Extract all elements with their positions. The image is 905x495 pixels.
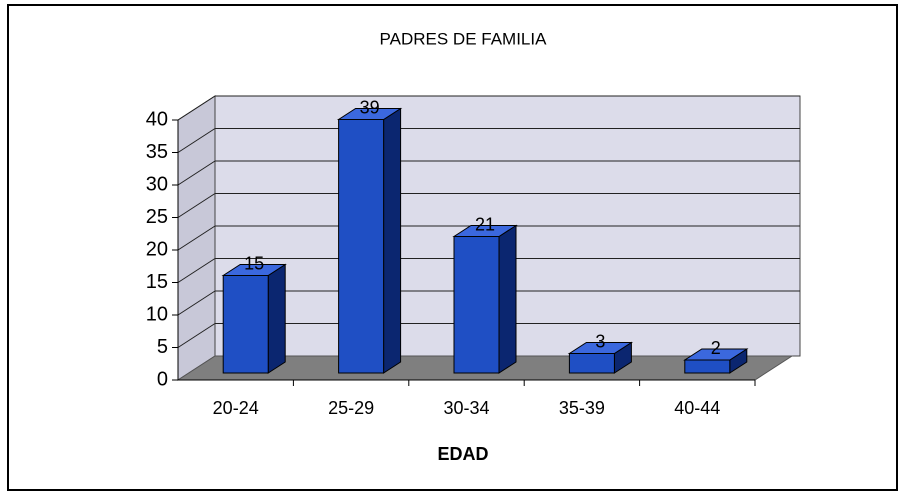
data-label: 21 bbox=[475, 214, 495, 234]
x-tick-label: 25-29 bbox=[328, 398, 374, 418]
grid-line bbox=[177, 160, 216, 186]
bar bbox=[568, 353, 615, 374]
chart-title: PADRES DE FAMILIA bbox=[380, 29, 548, 48]
x-tick-label: 35-39 bbox=[559, 398, 605, 418]
y-tick-label: 10 bbox=[146, 303, 168, 325]
data-label: 15 bbox=[244, 253, 264, 273]
data-label: 3 bbox=[595, 331, 605, 351]
bar bbox=[684, 359, 731, 374]
x-tick-label: 30-34 bbox=[443, 398, 489, 418]
bar-side bbox=[383, 107, 402, 374]
bar-side bbox=[267, 263, 286, 374]
x-tick-label: 20-24 bbox=[213, 398, 259, 418]
grid-line bbox=[177, 128, 216, 153]
y-tick-label: 35 bbox=[146, 141, 168, 163]
bar bbox=[338, 119, 385, 374]
data-label: 39 bbox=[360, 97, 380, 117]
grid-line bbox=[177, 193, 216, 218]
bar-side bbox=[498, 224, 517, 374]
bar bbox=[453, 236, 500, 374]
y-tick-label: 15 bbox=[146, 271, 168, 293]
y-tick-label: 0 bbox=[157, 368, 168, 390]
y-tick-label: 30 bbox=[146, 173, 168, 195]
grid-line bbox=[177, 290, 216, 316]
data-label: 2 bbox=[711, 338, 721, 358]
grid-line bbox=[177, 225, 216, 251]
grid-line bbox=[177, 95, 216, 121]
bar bbox=[222, 275, 269, 374]
x-tick-label: 40-44 bbox=[674, 398, 720, 418]
y-tick-label: 20 bbox=[146, 238, 168, 260]
y-tick-label: 25 bbox=[146, 206, 168, 228]
grid-line bbox=[177, 258, 216, 283]
y-tick-label: 40 bbox=[146, 108, 168, 130]
y-tick-label: 5 bbox=[157, 336, 168, 358]
grid-line bbox=[177, 323, 216, 348]
x-axis-label: EDAD bbox=[437, 444, 488, 464]
